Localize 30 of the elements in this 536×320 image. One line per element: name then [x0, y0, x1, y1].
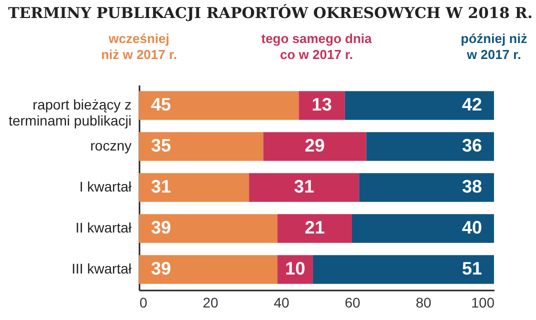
text: tego samego dnia co w 2017 r.	[261, 31, 373, 62]
data-label: 39	[151, 218, 172, 238]
data-label: 35	[151, 136, 172, 156]
data-label: 29	[304, 136, 325, 156]
x-tick-label: 40	[274, 294, 290, 310]
y-tick-label: III kwartał	[72, 260, 132, 276]
y-tick-label: roczny	[90, 138, 132, 154]
x-tick-label: 20	[202, 294, 218, 310]
data-label: 31	[151, 176, 172, 196]
data-label: 40	[462, 218, 482, 238]
text: wcześniej niż w 2017 r.	[101, 31, 177, 62]
data-label: 42	[462, 94, 482, 114]
x-tick-label: 100	[471, 294, 495, 310]
data-label: 36	[462, 136, 482, 156]
text: później niż w 2017 r.	[460, 31, 528, 62]
data-label: 10	[285, 258, 306, 278]
y-tick-label: II kwartał	[75, 220, 132, 236]
data-label: 45	[151, 94, 172, 114]
data-label: 31	[294, 176, 314, 196]
data-label: 39	[151, 258, 172, 278]
data-label: 13	[312, 94, 332, 114]
y-tick-label: I kwartał	[79, 178, 132, 194]
data-label: 21	[304, 218, 325, 238]
x-tick-label: 0	[140, 294, 148, 310]
x-tick-label: 60	[344, 294, 360, 310]
y-tick-label: raport bieżący z terminami publikacji	[8, 96, 132, 128]
data-label: 38	[462, 176, 482, 196]
x-tick-label: 80	[416, 294, 432, 310]
chart-title: TERMINY PUBLIKACJI RAPORTÓW OKRESOWYCH W 2018 R.	[8, 4, 533, 22]
data-label: 51	[462, 258, 482, 278]
